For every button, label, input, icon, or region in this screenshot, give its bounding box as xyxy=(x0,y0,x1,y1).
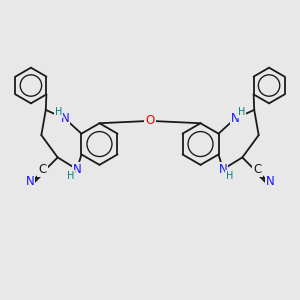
Text: N: N xyxy=(266,175,274,188)
Text: H: H xyxy=(238,107,245,117)
Text: N: N xyxy=(26,175,34,188)
Text: N: N xyxy=(61,112,70,125)
Text: N: N xyxy=(73,163,81,176)
Text: H: H xyxy=(226,171,233,181)
Text: C: C xyxy=(253,164,262,176)
Text: N: N xyxy=(230,112,239,125)
Text: N: N xyxy=(219,163,227,176)
Text: H: H xyxy=(55,107,62,117)
Text: H: H xyxy=(67,171,74,181)
Text: O: O xyxy=(146,114,154,128)
Text: C: C xyxy=(38,164,47,176)
